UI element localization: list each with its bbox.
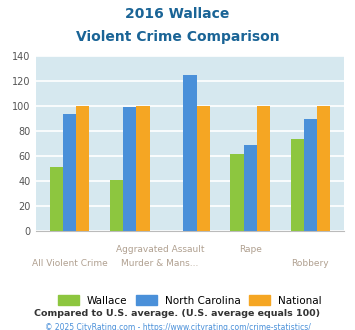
Bar — [257, 106, 270, 231]
Bar — [50, 167, 63, 231]
Text: Murder & Mans...: Murder & Mans... — [121, 259, 198, 268]
Text: Violent Crime Comparison: Violent Crime Comparison — [76, 30, 279, 44]
Text: 2016 Wallace: 2016 Wallace — [125, 7, 230, 20]
Bar — [136, 106, 149, 231]
Bar — [304, 118, 317, 231]
Text: Rape: Rape — [239, 245, 262, 254]
Bar — [123, 107, 136, 231]
Bar — [317, 106, 330, 231]
Text: Aggravated Assault: Aggravated Assault — [115, 245, 204, 254]
Bar — [110, 180, 123, 231]
Legend: Wallace, North Carolina, National: Wallace, North Carolina, National — [54, 291, 326, 310]
Text: All Violent Crime: All Violent Crime — [32, 259, 107, 268]
Bar — [290, 139, 304, 231]
Bar — [183, 75, 197, 231]
Bar — [197, 106, 210, 231]
Bar — [244, 145, 257, 231]
Bar — [63, 114, 76, 231]
Bar — [230, 153, 244, 231]
Text: Robbery: Robbery — [291, 259, 329, 268]
Bar — [76, 106, 89, 231]
Text: © 2025 CityRating.com - https://www.cityrating.com/crime-statistics/: © 2025 CityRating.com - https://www.city… — [45, 323, 310, 330]
Text: Compared to U.S. average. (U.S. average equals 100): Compared to U.S. average. (U.S. average … — [34, 309, 321, 317]
